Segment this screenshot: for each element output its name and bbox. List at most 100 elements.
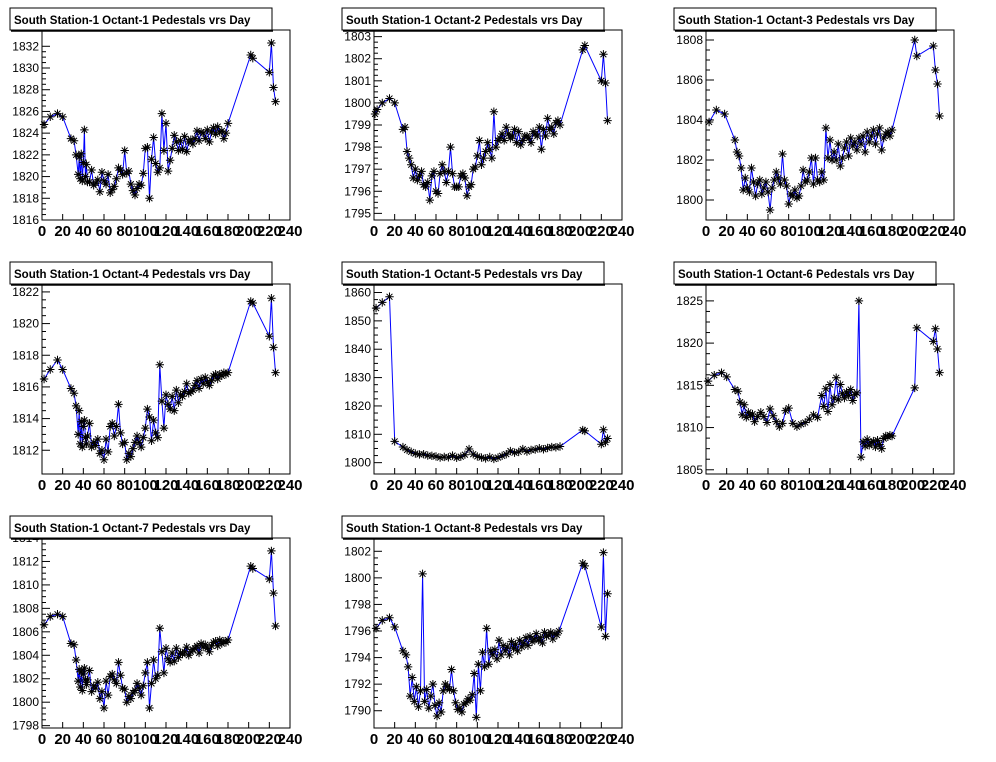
data-point-marker: [182, 642, 191, 652]
data-point-marker: [505, 650, 514, 660]
x-tick-label: 100: [133, 477, 158, 494]
x-tick-label: 20: [718, 223, 735, 240]
data-point-marker: [436, 707, 446, 717]
y-tick-label: 1820: [676, 336, 703, 350]
x-tick-label: 0: [38, 731, 46, 748]
data-point-marker: [400, 123, 410, 132]
data-point-marker: [407, 447, 416, 457]
data-point-marker: [467, 690, 477, 699]
data-point-marker: [756, 408, 765, 417]
data-point-marker: [854, 133, 864, 143]
chart-title-box: [341, 261, 605, 285]
data-point-marker: [535, 123, 544, 132]
data-point-marker: [834, 139, 843, 149]
data-point-marker: [811, 153, 820, 163]
data-point-marker: [935, 111, 944, 121]
data-point-marker: [271, 368, 280, 377]
chart-panel-3: 1800 1802 1804 1806 1808 0 20 40 60 80 10012014016…: [673, 7, 967, 240]
data-point-marker: [481, 147, 490, 156]
data-point-marker: [484, 660, 493, 669]
x-tick-label: 240: [609, 477, 634, 494]
data-point-marker: [66, 384, 76, 393]
data-point-marker: [271, 97, 280, 106]
data-point-marker: [470, 669, 479, 678]
chart-title-box: [9, 261, 273, 285]
data-point-marker: [46, 112, 55, 122]
data-point-marker: [735, 398, 745, 407]
data-point-marker: [174, 653, 183, 662]
y-tick-label: 1860: [344, 286, 371, 300]
y-tick-label: 1800: [12, 695, 39, 709]
data-point-marker: [415, 171, 424, 181]
data-point-marker: [517, 642, 526, 652]
data-point-marker: [78, 686, 87, 695]
data-point-marker: [53, 109, 62, 118]
data-point-marker: [97, 687, 107, 696]
data-point-marker: [761, 177, 771, 187]
chart-title-box: [341, 515, 605, 539]
data-point-marker: [740, 400, 749, 409]
data-point-marker: [39, 620, 49, 629]
x-tick-label: 200: [900, 223, 925, 240]
chart-panel-8: 1790 1792 1794 1796 1798 1800 1802 0 20 40 60 80 100…: [341, 515, 635, 748]
data-point-marker: [118, 683, 127, 693]
data-point-marker: [213, 122, 222, 131]
data-point-marker: [81, 172, 90, 181]
data-point-marker: [116, 428, 125, 438]
data-point-marker: [776, 179, 785, 189]
data-point-marker: [501, 646, 510, 656]
data-point-marker: [555, 442, 565, 451]
data-point-marker: [209, 638, 218, 647]
data-point-marker: [448, 169, 457, 178]
data-point-marker: [401, 650, 411, 660]
data-point-marker: [518, 136, 527, 145]
data-point-marker: [422, 685, 431, 694]
data-point-marker: [509, 644, 518, 653]
data-point-marker: [578, 425, 587, 435]
data-point-marker: [209, 123, 218, 132]
data-point-marker: [842, 137, 851, 147]
data-point-marker: [512, 138, 521, 147]
series-line: [374, 44, 608, 201]
data-point-marker: [97, 446, 107, 455]
data-point-marker: [511, 640, 520, 649]
x-tick-label: 220: [589, 477, 614, 494]
data-point-marker: [825, 380, 835, 389]
data-point-marker: [211, 130, 220, 139]
data-point-marker: [192, 376, 202, 385]
data-point-marker: [66, 639, 76, 648]
data-point-marker: [151, 159, 160, 168]
data-point-marker: [435, 169, 445, 178]
data-point-marker: [71, 401, 81, 411]
data-point-marker: [775, 422, 784, 431]
data-point-marker: [543, 114, 552, 123]
data-point-marker: [438, 160, 447, 169]
data-point-marker: [128, 444, 138, 453]
data-point-marker: [765, 205, 775, 215]
data-point-marker: [732, 147, 742, 157]
data-point-marker: [271, 621, 280, 631]
data-point-marker: [465, 695, 475, 705]
data-point-marker: [132, 431, 142, 441]
chart-title: South Station-1 Octant-3 Pedestals vrs D…: [678, 15, 915, 27]
y-tick-label: 1798: [344, 597, 371, 611]
data-point-marker: [873, 436, 882, 445]
data-point-marker: [93, 434, 102, 444]
y-tick-label: 1800: [676, 193, 703, 207]
data-point-marker: [461, 698, 471, 707]
data-point-marker: [809, 410, 818, 420]
data-point-marker: [390, 437, 399, 446]
data-point-marker: [137, 181, 146, 190]
y-tick-label: 1810: [676, 421, 703, 435]
data-point-marker: [421, 182, 430, 192]
data-point-marker: [147, 155, 156, 164]
data-point-marker: [79, 422, 88, 431]
data-point-marker: [580, 561, 589, 571]
data-point-marker: [182, 379, 191, 388]
data-point-marker: [817, 167, 826, 177]
data-point-marker: [429, 167, 439, 176]
data-point-marker: [744, 408, 753, 417]
x-tick-label: 20: [54, 223, 71, 240]
data-point-marker: [823, 153, 833, 163]
data-point-marker: [168, 144, 177, 153]
